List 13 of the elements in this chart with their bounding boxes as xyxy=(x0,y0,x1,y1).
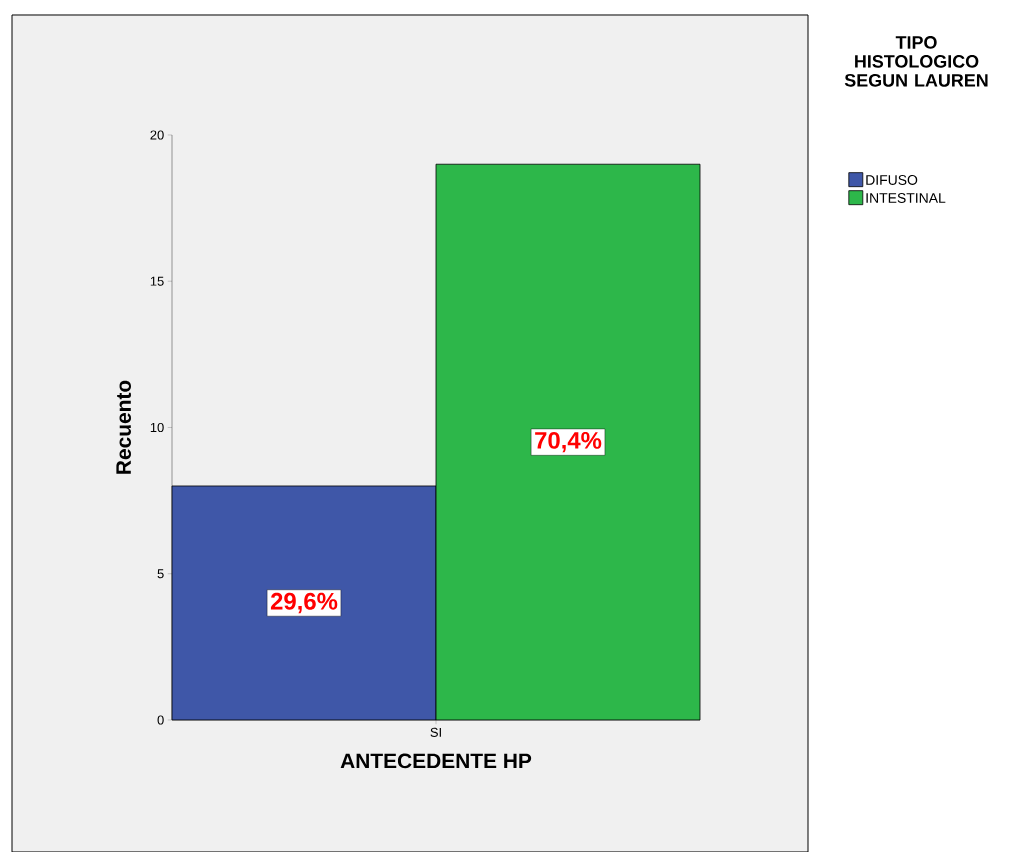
x-tick-label: SI xyxy=(430,727,441,737)
legend-title: TIPO HISTOLOGICO SEGUN LAUREN xyxy=(844,35,988,87)
y-tick-label: 15 xyxy=(150,276,164,286)
x-axis-title: ANTECEDENTE HP xyxy=(340,753,532,769)
y-axis-title: Recuento xyxy=(116,380,131,474)
y-tick-label: 5 xyxy=(157,568,164,579)
annotation: 70,4% xyxy=(535,431,602,453)
y-tick-label: 20 xyxy=(150,130,164,140)
y-tick-label: 10 xyxy=(150,422,164,432)
y-tick-label: 0 xyxy=(157,715,164,725)
legend-label: INTESTINAL xyxy=(866,192,946,203)
annotation: 29,6% xyxy=(270,592,338,613)
legend-label: DIFUSO xyxy=(866,174,918,185)
